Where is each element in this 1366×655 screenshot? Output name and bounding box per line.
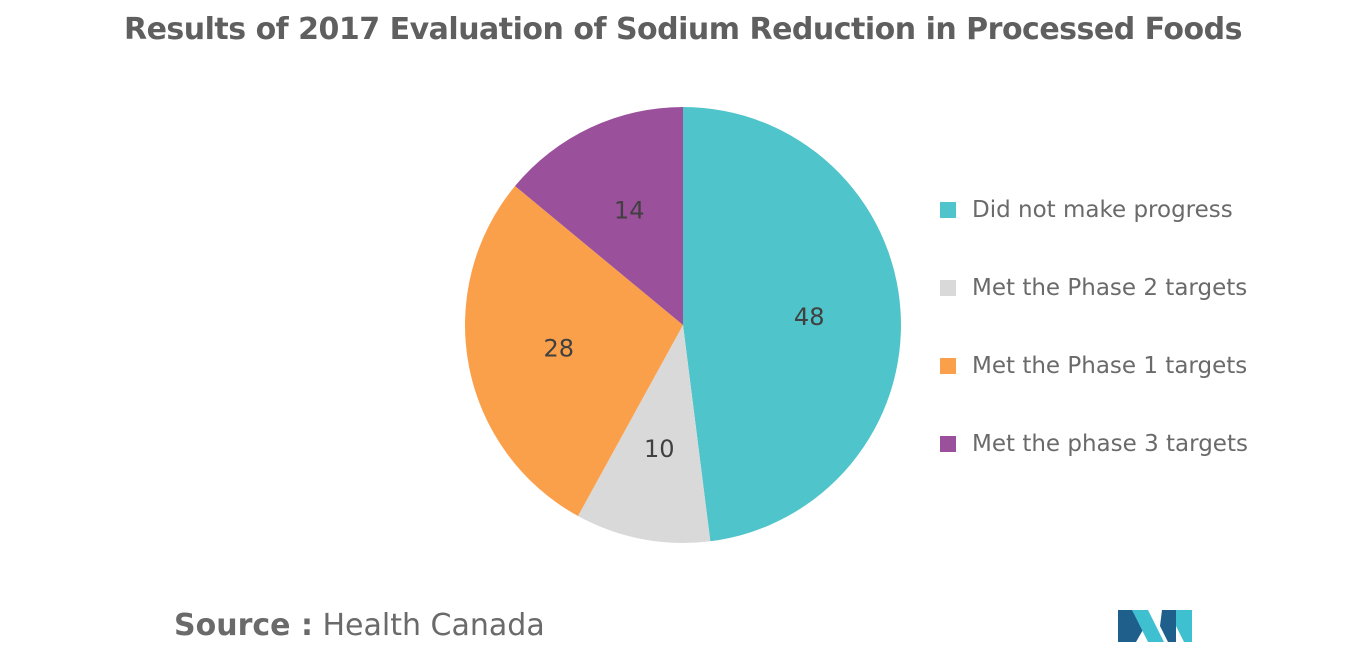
- legend-label: Met the Phase 1 targets: [972, 353, 1248, 379]
- legend-item-met-phase-2: Met the Phase 2 targets: [940, 268, 1248, 308]
- mordor-logo-icon: [1118, 610, 1192, 642]
- pie-slice-0: [683, 107, 901, 542]
- logo-right-stroke: [1160, 610, 1176, 642]
- legend-swatch: [940, 436, 956, 452]
- legend-swatch: [940, 202, 956, 218]
- legend-item-met-phase-1: Met the Phase 1 targets: [940, 346, 1248, 386]
- legend-swatch: [940, 280, 956, 296]
- logo-right-accent: [1176, 610, 1192, 642]
- source-text: Health Canada: [322, 608, 545, 643]
- source-label: Source :: [174, 608, 313, 643]
- legend-swatch: [940, 358, 956, 374]
- legend-item-did-not-make-progress: Did not make progress: [940, 190, 1248, 230]
- source-note: Source : Health Canada: [174, 608, 545, 643]
- data-label-0: 48: [794, 303, 825, 331]
- legend-label: Did not make progress: [972, 197, 1233, 223]
- pie-slice-1: [577, 325, 711, 543]
- logo-left-stroke: [1118, 610, 1144, 642]
- legend-label: Met the Phase 2 targets: [972, 275, 1248, 301]
- legend: Did not make progress Met the Phase 2 ta…: [940, 190, 1248, 502]
- legend-item-met-phase-3: Met the phase 3 targets: [940, 424, 1248, 464]
- chart-title: Results of 2017 Evaluation of Sodium Red…: [123, 12, 1243, 47]
- data-label-3: 14: [614, 197, 645, 225]
- legend-label: Met the phase 3 targets: [972, 431, 1248, 457]
- pie-slice-3: [515, 106, 683, 325]
- data-label-1: 10: [644, 435, 675, 463]
- logo-mid-stroke: [1132, 610, 1164, 642]
- data-label-2: 28: [544, 335, 575, 363]
- pie-slice-2: [465, 186, 683, 517]
